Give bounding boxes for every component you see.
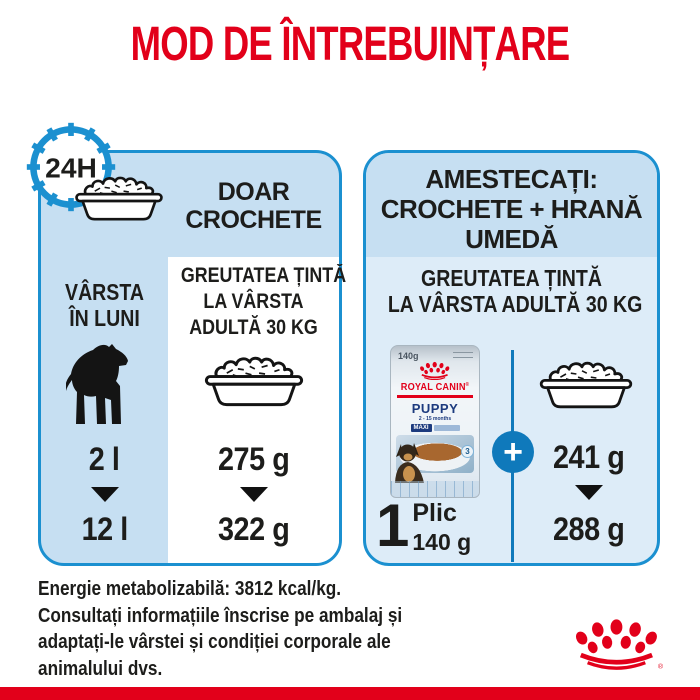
pouch-unit: Plic: [412, 499, 457, 527]
kibble-weight-header: GREUTATEA ȚINTĂ LA VÂRSTA ADULTĂ 30 KG: [180, 264, 347, 339]
plus-icon: +: [492, 431, 534, 473]
pouch-badge: 3: [461, 445, 474, 458]
footer-line: Energie metabolizabilă: 3812 kcal/kg.: [38, 578, 342, 600]
footer-note: Energie metabolizabilă: 3812 kcal/kg. Co…: [38, 576, 461, 682]
pouch-red-rule: [397, 395, 473, 398]
footer-line: animalului dvs.: [38, 657, 163, 680]
down-arrow-icon: [574, 485, 603, 500]
pouch-age-range: 2 - 15 months: [418, 416, 452, 422]
pouch-quantity: 1 Plic 140 g: [376, 492, 472, 559]
pouch-size-label: MAXI: [410, 424, 432, 432]
pouch-brand: ROYAL CANIN®: [400, 382, 470, 393]
footer-line: Consultați informațiile înscrise pe amba…: [38, 604, 403, 627]
age-column-header: VÂRSTA ÎN LUNI: [65, 279, 144, 331]
royal-canin-crown-logo: [419, 361, 451, 380]
mix-weight-header: GREUTATEA ȚINTĂ LA VÂRSTA ADULTĂ 30 KG: [387, 265, 643, 317]
age-arrow-wrap: [41, 487, 168, 502]
mix-kibble-start: 241 g: [552, 439, 625, 475]
footer-line: adaptați-le vârstei și condiției corpora…: [38, 631, 391, 653]
mix-arrow-wrap: [516, 485, 661, 500]
kibble-arrow-wrap: [168, 487, 339, 502]
down-arrow-icon: [239, 487, 268, 502]
dog-silhouette-icon: [66, 344, 128, 424]
left-panel-title: DOAR CROCHETE: [185, 178, 322, 234]
pouch-size-bar: [433, 425, 460, 431]
page-title: MOD DE ÎNTREBUINȚARE: [130, 18, 571, 71]
mix-panel-header-band: [366, 153, 657, 257]
kibble-weight-column-bg: [168, 257, 339, 563]
mix-kibble-end: 288 g: [552, 511, 625, 547]
pouch-net-weight: 140g: [398, 351, 419, 361]
mix-feeding-panel: AMESTECAȚI: CROCHETE + HRANĂ UMEDĂ GREUT…: [363, 150, 660, 566]
pouch-top-deco: [453, 352, 473, 358]
royal-canin-crown-logo: ®: [572, 616, 663, 671]
kibble-weight-start: 275 g: [217, 441, 290, 477]
clock-label: 24H: [45, 151, 97, 183]
down-arrow-icon: [90, 487, 119, 502]
bottom-red-bar: [0, 687, 700, 700]
registered-mark: ®: [658, 663, 663, 671]
pouch-unit-weight: 140 g: [412, 529, 472, 555]
age-end: 12 l: [81, 511, 128, 547]
kibble-bowl-icon: [204, 356, 304, 407]
wet-food-pouch-image: 140g ROYAL CANIN® PUPPY 2 - 15 months MA…: [390, 345, 480, 498]
kibble-bowl-icon: [75, 176, 163, 221]
pouch-count: 1: [376, 492, 409, 559]
pouch-product-line: PUPPY: [411, 401, 459, 416]
age-start: 2 l: [89, 441, 120, 477]
right-panel-title: AMESTECAȚI: CROCHETE + HRANĂ UMEDĂ: [380, 164, 643, 254]
kibble-bowl-icon: [539, 361, 633, 409]
kibble-weight-end: 322 g: [217, 511, 290, 547]
pouch-size-row: MAXI: [391, 424, 479, 432]
pouch-footer-grid: [391, 481, 479, 497]
puppy-photo: [395, 443, 424, 483]
kibble-only-panel: DOAR CROCHETE VÂRSTA ÎN LUNI 2 l 12 l GR…: [38, 150, 347, 566]
